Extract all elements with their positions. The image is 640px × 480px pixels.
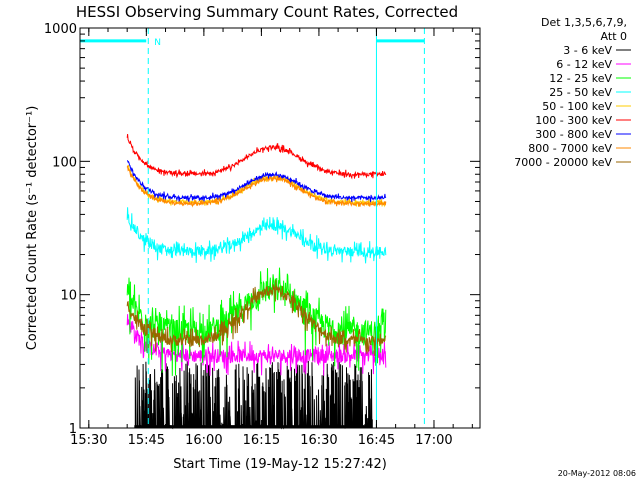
legend-label: 6 - 12 keV bbox=[556, 58, 612, 71]
y-tick-label: 1000 bbox=[44, 22, 77, 37]
legend-label: 50 - 100 keV bbox=[542, 100, 612, 113]
series-line-7000-20000kev bbox=[126, 279, 387, 356]
x-tick-label: 16:00 bbox=[185, 433, 222, 448]
axes-layer: 15:30 15:45 16:00 16:15 16:30 16:45 17:00 1 10 10… bbox=[44, 22, 481, 448]
chart-title: HESSI Observing Summary Count Rates, Cor… bbox=[76, 3, 458, 21]
y-tick-label: 10 bbox=[60, 289, 77, 304]
legend-label: 100 - 300 keV bbox=[535, 114, 612, 127]
series-line-800-7000kev bbox=[126, 164, 387, 208]
series-line-6-12kev bbox=[126, 314, 387, 376]
legend-label: 300 - 800 keV bbox=[535, 128, 612, 141]
plot-frame bbox=[79, 27, 481, 429]
attenuator-label: N bbox=[154, 38, 161, 48]
x-tick-label: 15:45 bbox=[128, 433, 165, 448]
x-axis-label: Start Time (19-May-12 15:27:42) bbox=[173, 457, 387, 472]
x-tick-label: 15:30 bbox=[70, 433, 107, 448]
legend-label: 12 - 25 keV bbox=[549, 72, 612, 85]
date-stamp: 20-May-2012 08:06 bbox=[558, 469, 636, 478]
x-tick-label: 16:15 bbox=[243, 433, 280, 448]
marker-layer: N bbox=[80, 28, 425, 428]
y-tick-label: 100 bbox=[52, 155, 77, 170]
legend-label: 25 - 50 keV bbox=[549, 86, 612, 99]
legend-label: 800 - 7000 keV bbox=[528, 142, 612, 155]
y-tick-label: 1 bbox=[69, 422, 77, 437]
series-line-3-6-kev bbox=[134, 360, 373, 430]
series-line-100-300kev bbox=[126, 133, 387, 180]
x-tick-label: 16:30 bbox=[300, 433, 337, 448]
series-layer bbox=[126, 133, 387, 430]
legend-title-line: Att 0 bbox=[601, 30, 627, 43]
x-tick-label: 16:45 bbox=[358, 433, 395, 448]
legend-label: 7000 - 20000 keV bbox=[514, 156, 612, 169]
legend-title-line: Det 1,3,5,6,7,9, bbox=[541, 16, 627, 29]
series-line-300-800kev bbox=[126, 160, 387, 203]
legend-label: 3 - 6 keV bbox=[563, 44, 612, 57]
y-axis-label: Corrected Count Rate (s⁻¹ detector⁻¹) bbox=[25, 106, 40, 351]
series-line-25-50kev bbox=[126, 207, 387, 264]
x-tick-label: 17:00 bbox=[415, 433, 452, 448]
